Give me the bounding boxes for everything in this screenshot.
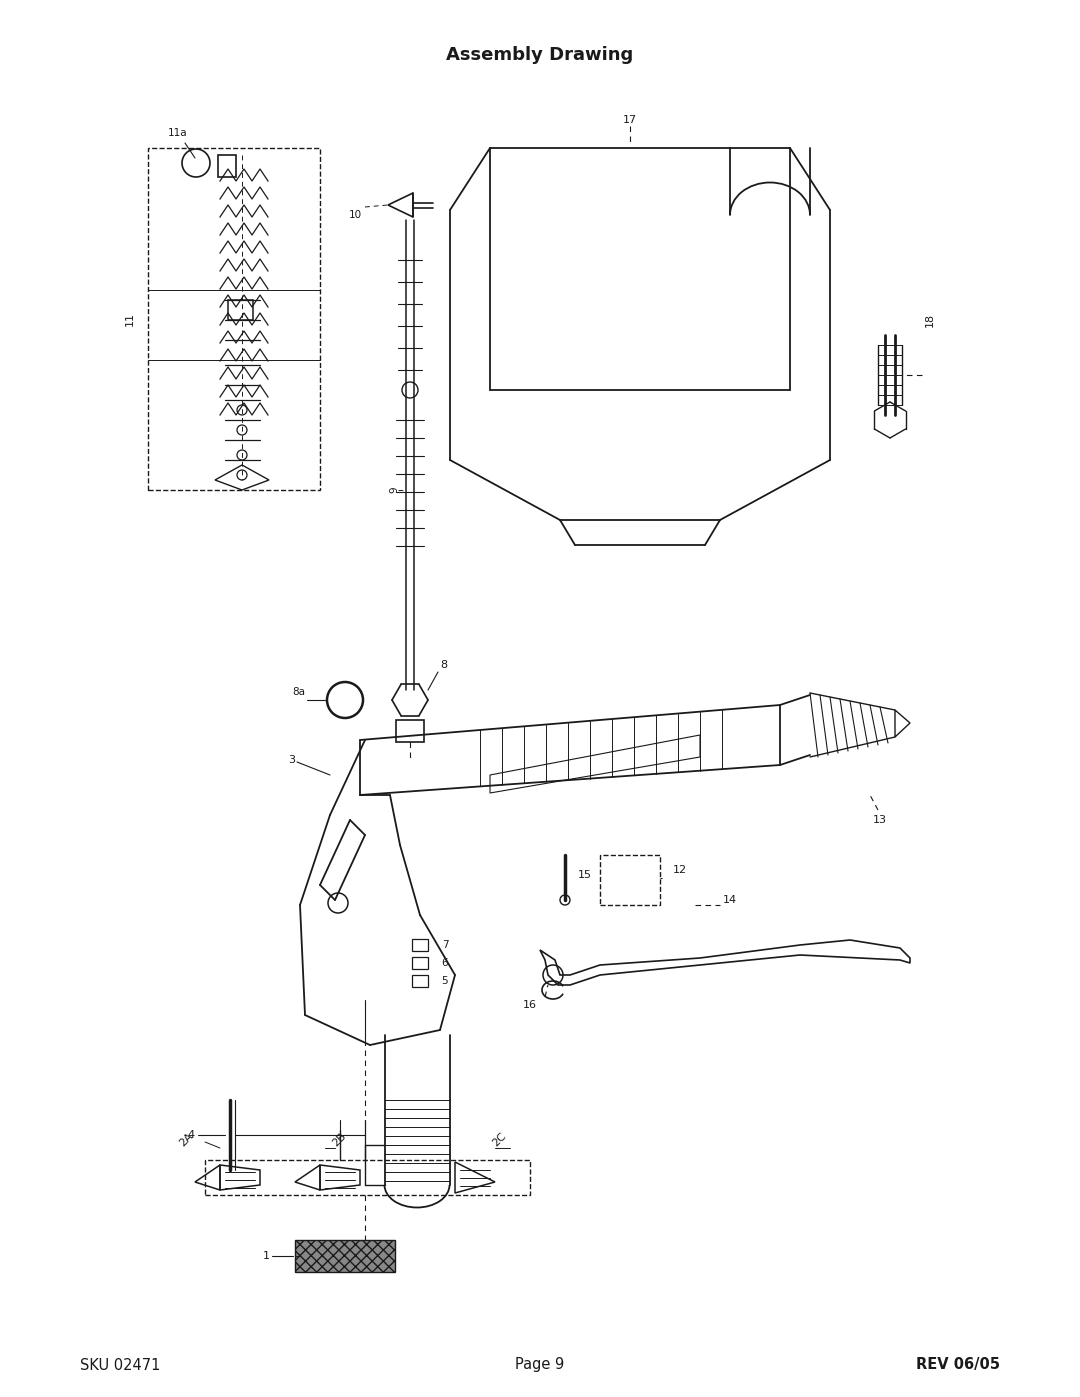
Bar — [600, 855, 660, 905]
Bar — [411, 975, 428, 988]
Bar — [411, 957, 428, 970]
Bar — [228, 300, 253, 320]
Text: 13: 13 — [873, 814, 887, 826]
Text: 4: 4 — [188, 1130, 195, 1140]
Text: 11: 11 — [125, 312, 135, 326]
Text: 2B: 2B — [330, 1132, 348, 1148]
Bar — [411, 939, 428, 951]
Bar — [205, 1160, 530, 1194]
Text: 12: 12 — [673, 865, 687, 875]
Text: 17: 17 — [623, 115, 637, 124]
Text: 7: 7 — [442, 940, 448, 950]
Text: 8a: 8a — [292, 687, 305, 697]
Text: 10: 10 — [349, 210, 362, 219]
Text: 14: 14 — [723, 895, 737, 905]
Text: 6: 6 — [442, 958, 448, 968]
Text: 11a: 11a — [168, 129, 188, 138]
Text: 16: 16 — [523, 1000, 537, 1010]
Text: 18: 18 — [924, 313, 935, 327]
Text: 1: 1 — [264, 1250, 270, 1261]
Text: SKU 02471: SKU 02471 — [80, 1358, 160, 1372]
Text: 9: 9 — [389, 486, 399, 493]
Bar — [295, 1241, 395, 1273]
Text: 15: 15 — [578, 870, 592, 880]
Text: 5: 5 — [442, 977, 448, 986]
Bar — [396, 719, 424, 742]
Bar — [148, 148, 320, 490]
Text: Page 9: Page 9 — [515, 1358, 565, 1372]
Text: 8: 8 — [440, 659, 447, 671]
Bar — [218, 155, 237, 177]
Text: 2A: 2A — [177, 1132, 195, 1148]
Text: 2C: 2C — [490, 1132, 508, 1148]
Text: Assembly Drawing: Assembly Drawing — [446, 46, 634, 64]
Text: 3: 3 — [288, 754, 295, 766]
Text: REV 06/05: REV 06/05 — [916, 1358, 1000, 1372]
